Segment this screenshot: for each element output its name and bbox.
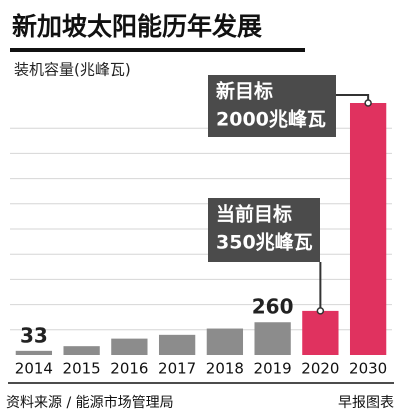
annotation-box (208, 75, 336, 137)
annotation-text: 2000兆峰瓦 (216, 108, 326, 131)
chart-title: 新加坡太阳能历年发展 (12, 12, 262, 41)
annotation-text: 当前目标 (216, 203, 292, 226)
x-tick-label: 2020 (301, 360, 339, 378)
value-label: 260 (252, 295, 294, 319)
bar (349, 103, 387, 355)
bar (63, 346, 100, 355)
x-tick-label: 2019 (254, 360, 292, 378)
credit: 早报图表 (338, 395, 394, 411)
bar (206, 328, 244, 355)
x-tick-label: 2014 (15, 360, 53, 378)
bar (111, 338, 148, 355)
x-tick-label: 2015 (63, 360, 101, 378)
annotation-box (208, 198, 320, 262)
annotation-text: 350兆峰瓦 (216, 231, 313, 254)
x-tick-label: 2018 (206, 360, 244, 378)
x-tick-label: 2017 (158, 360, 196, 378)
x-tick-label: 2016 (110, 360, 148, 378)
x-tick-label: 2030 (349, 360, 387, 378)
bar (302, 310, 339, 355)
connector-dot (316, 307, 325, 315)
annotation-text: 新目标 (216, 80, 273, 103)
bar (254, 322, 291, 355)
bar (158, 334, 196, 355)
bar (15, 350, 53, 355)
source: 资料来源 / 能源市场管理局 (6, 394, 174, 411)
value-label: 33 (20, 323, 48, 347)
connector-dot (364, 99, 372, 107)
subtitle: 装机容量(兆峰瓦) (14, 61, 131, 79)
